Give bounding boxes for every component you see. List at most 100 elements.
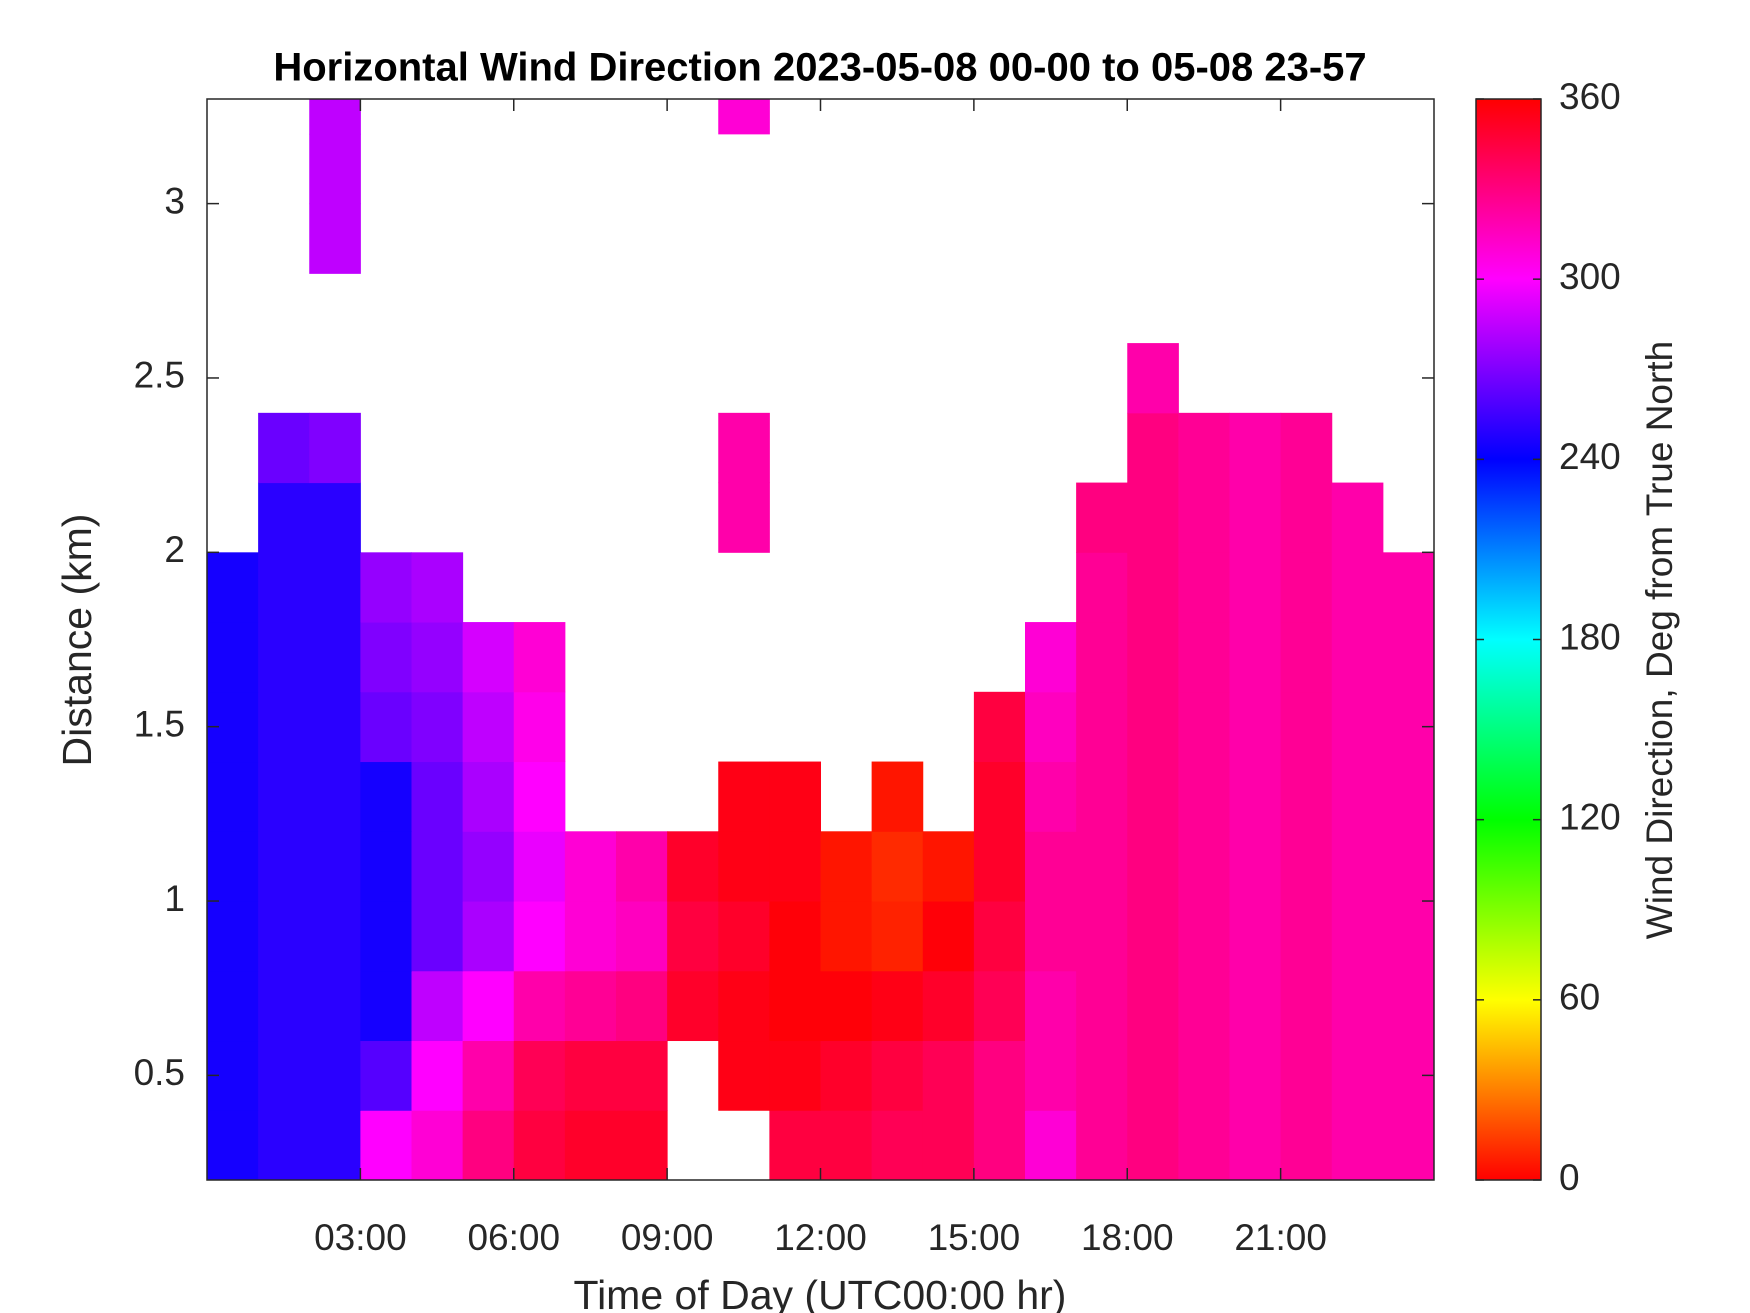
heatmap-cell: [513, 1110, 566, 1181]
heatmap-cell: [564, 901, 617, 972]
heatmap-cell: [1382, 552, 1435, 623]
heatmap-cell: [462, 901, 515, 972]
heatmap-cell: [1229, 761, 1282, 832]
heatmap-cell: [1178, 622, 1230, 693]
heatmap-cell: [1331, 482, 1384, 553]
heatmap-cell: [1127, 691, 1179, 763]
heatmap-cell: [1127, 343, 1179, 414]
heatmap-cell: [1127, 1110, 1179, 1181]
heatmap-cell: [513, 761, 566, 832]
heatmap-cell: [1229, 970, 1282, 1042]
heatmap-cell: [411, 970, 464, 1042]
heatmap-cell: [973, 970, 1026, 1042]
heatmap-cell: [360, 1110, 412, 1181]
heatmap-cell: [360, 761, 412, 832]
colorbar-tick-label: 0: [1559, 1157, 1580, 1198]
heatmap-cell: [309, 970, 361, 1042]
heatmap-cell: [1025, 970, 1077, 1042]
chart-title: Horizontal Wind Direction 2023-05-08 00-…: [273, 46, 1366, 90]
heatmap-cell: [1280, 901, 1333, 972]
heatmap-cell: [564, 1040, 617, 1111]
heatmap-cell: [1178, 552, 1230, 623]
heatmap-cell: [1076, 1110, 1128, 1181]
heatmap-cell: [360, 901, 412, 972]
x-tick-label: 15:00: [928, 1217, 1021, 1258]
x-tick-label: 09:00: [621, 1217, 714, 1258]
heatmap-cell: [718, 970, 770, 1042]
heatmap-cell: [1076, 901, 1128, 972]
y-tick-label: 0.5: [134, 1052, 185, 1093]
heatmap-cell: [1331, 831, 1384, 902]
heatmap-cell: [1025, 761, 1077, 832]
heatmap-cell: [258, 412, 310, 484]
heatmap-cell: [1229, 552, 1282, 623]
heatmap-cell: [1229, 412, 1282, 484]
heatmap-cell: [360, 970, 412, 1042]
heatmap-cell: [1178, 970, 1230, 1042]
heatmap-cell: [820, 970, 873, 1042]
heatmap-cell: [871, 831, 924, 902]
heatmap-cell: [769, 1110, 821, 1181]
heatmap-cell: [1280, 622, 1333, 693]
heatmap-cell: [871, 901, 924, 972]
heatmap-cell: [718, 761, 770, 832]
heatmap-cell: [1127, 970, 1179, 1042]
heatmap-cell: [1076, 761, 1128, 832]
heatmap-cell: [1331, 552, 1384, 623]
heatmap-cell: [1382, 622, 1435, 693]
heatmap-cell: [1076, 552, 1128, 623]
heatmap-cell: [1280, 1110, 1333, 1181]
heatmap-cell: [1178, 412, 1230, 484]
heatmap-cell: [616, 831, 668, 902]
heatmap-cell: [769, 761, 821, 832]
colorbar-label: Wind Direction, Deg from True North: [1639, 341, 1680, 939]
heatmap-cell: [1382, 970, 1435, 1042]
heatmap-cell: [1178, 761, 1230, 832]
heatmap-cell: [564, 970, 617, 1042]
colorbar: [1475, 98, 1542, 1181]
heatmap-cell: [411, 831, 464, 902]
heatmap-cell: [207, 761, 259, 832]
heatmap-cell: [1127, 482, 1179, 553]
heatmap-cell: [922, 1040, 975, 1111]
heatmap-cell: [309, 482, 361, 553]
heatmap-cell: [871, 761, 924, 832]
heatmap-cell: [411, 1110, 464, 1181]
heatmap-cell: [1331, 761, 1384, 832]
heatmap-cell: [258, 970, 310, 1042]
heatmap-cell: [411, 1040, 464, 1111]
heatmap-cell: [922, 1110, 975, 1181]
heatmap-cell: [309, 622, 361, 693]
heatmap-cell: [1076, 622, 1128, 693]
heatmap-cell: [718, 99, 770, 135]
heatmap-cell: [513, 1040, 566, 1111]
heatmap-cell: [718, 901, 770, 972]
heatmap-cell: [1331, 901, 1384, 972]
heatmap-cell: [973, 831, 1026, 902]
heatmap-cell: [309, 203, 361, 274]
colorbar-tick-label: 300: [1559, 256, 1621, 297]
heatmap-cell: [1229, 1110, 1282, 1181]
heatmap-cell: [1178, 691, 1230, 763]
x-axis-label: Time of Day (UTC00:00 hr): [574, 1272, 1067, 1313]
heatmap-cell: [1076, 831, 1128, 902]
heatmap-cell: [616, 1110, 668, 1181]
heatmap-cell: [513, 622, 566, 693]
colorbar-tick-label: 240: [1559, 436, 1621, 477]
heatmap-cell: [1280, 970, 1333, 1042]
heatmap-cell: [1331, 1040, 1384, 1111]
heatmap-cell: [309, 133, 361, 205]
heatmap-cell: [1025, 622, 1077, 693]
colorbar-tick-label: 120: [1559, 796, 1621, 837]
heatmap-cell: [820, 831, 873, 902]
heatmap-cell: [1382, 901, 1435, 972]
heatmap-cell: [462, 691, 515, 763]
heatmap-cell: [820, 901, 873, 972]
heatmap-cell: [1382, 761, 1435, 832]
heatmap-cell: [1127, 831, 1179, 902]
heatmap-cell: [258, 831, 310, 902]
heatmap-cell: [1127, 622, 1179, 693]
heatmap-cell: [1178, 831, 1230, 902]
heatmap-cell: [718, 412, 770, 484]
x-tick-label: 18:00: [1081, 1217, 1174, 1258]
